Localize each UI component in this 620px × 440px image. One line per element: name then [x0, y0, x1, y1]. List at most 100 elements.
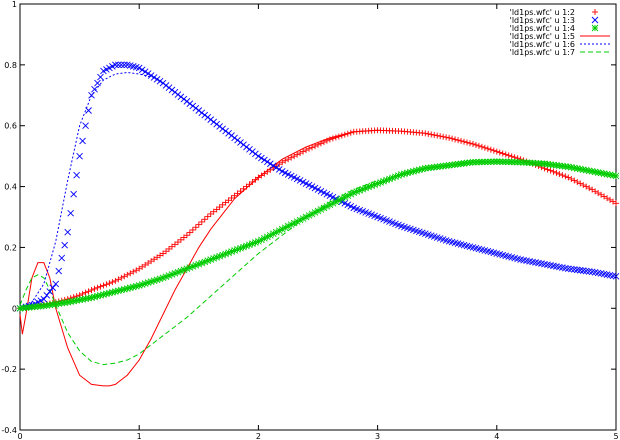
data-point	[67, 209, 74, 217]
legend-label: 'ld1ps.wfc' u 1:7	[510, 48, 575, 57]
data-point	[156, 77, 164, 85]
data-point	[192, 104, 200, 112]
data-point	[210, 118, 218, 126]
data-point	[112, 277, 119, 284]
data-point	[261, 156, 268, 164]
data-point	[64, 228, 71, 236]
data-point	[115, 276, 122, 283]
y-tick-label: 0.2	[4, 243, 17, 252]
data-point	[282, 157, 289, 164]
data-point	[82, 289, 89, 296]
data-point	[79, 137, 86, 145]
data-point	[285, 156, 292, 163]
data-point	[165, 84, 173, 91]
data-point	[320, 139, 327, 146]
data-point	[565, 174, 572, 181]
data-point	[288, 154, 295, 161]
data-point	[52, 280, 60, 288]
legend-label: 'ld1ps.wfc' u 1:3	[510, 16, 575, 25]
data-point	[192, 224, 199, 231]
data-point	[455, 137, 462, 144]
data-point	[297, 150, 304, 157]
data-point	[186, 100, 194, 107]
data-point	[567, 265, 575, 273]
data-point	[118, 274, 125, 281]
data-point	[559, 172, 566, 179]
data-point	[443, 134, 450, 141]
x-tick-label: 0	[17, 432, 22, 440]
series-line-1	[19, 129, 378, 387]
data-point	[198, 218, 205, 225]
data-point	[565, 265, 572, 273]
data-point	[490, 147, 497, 154]
data-point	[428, 131, 435, 138]
data-point	[201, 216, 208, 223]
series-line-3	[19, 180, 378, 366]
data-point	[553, 169, 560, 176]
data-point	[127, 270, 134, 277]
data-point	[180, 95, 188, 103]
data-point	[186, 229, 193, 236]
data-point	[309, 144, 316, 151]
data-point	[88, 91, 95, 99]
data-point	[174, 91, 182, 98]
data-point	[222, 127, 229, 135]
data-point	[207, 116, 215, 123]
data-point	[583, 183, 590, 190]
data-point	[43, 292, 51, 299]
data-point	[493, 148, 500, 155]
data-point	[70, 190, 77, 198]
x-tick-label: 3	[375, 432, 380, 440]
data-point	[40, 295, 48, 303]
data-point	[264, 158, 271, 166]
legend-marker	[591, 24, 599, 32]
y-tick-label: 0.8	[4, 61, 17, 70]
data-point	[303, 147, 310, 154]
data-point	[323, 137, 330, 144]
data-point	[341, 131, 348, 138]
data-point	[189, 102, 197, 110]
data-point	[613, 200, 619, 207]
data-point	[234, 136, 241, 144]
x-tick-label: 5	[613, 432, 618, 440]
y-tick-label: 0.4	[4, 183, 17, 192]
data-point	[118, 61, 125, 69]
data-point	[338, 132, 345, 139]
data-point	[446, 134, 453, 141]
data-point	[469, 140, 476, 147]
data-point	[228, 132, 235, 139]
data-point	[240, 141, 247, 149]
series-line-2	[19, 71, 152, 309]
x-tick-label: 2	[256, 432, 261, 440]
data-point	[404, 169, 411, 177]
data-point	[586, 185, 593, 192]
series-points-3	[16, 158, 620, 312]
data-point	[315, 141, 321, 148]
data-point	[508, 153, 515, 160]
data-point	[422, 130, 429, 137]
data-point	[85, 107, 92, 114]
legend-marker	[591, 16, 599, 24]
data-point	[138, 66, 146, 74]
data-point	[431, 132, 438, 139]
data-point	[141, 68, 149, 76]
data-point	[437, 133, 444, 140]
data-point	[201, 111, 209, 119]
y-tick-label: 0.6	[4, 122, 17, 131]
data-point	[499, 150, 506, 157]
data-point	[106, 280, 113, 287]
y-tick-label: -0.2	[1, 365, 17, 374]
data-point	[335, 133, 342, 140]
data-point	[577, 180, 584, 187]
data-point	[475, 142, 482, 149]
data-point	[252, 150, 259, 158]
data-point	[195, 221, 202, 228]
data-point	[484, 145, 491, 152]
data-point	[85, 288, 92, 295]
data-point	[347, 129, 354, 136]
legend-label: 'ld1ps.wfc' u 1:6	[510, 40, 575, 49]
data-point	[464, 139, 470, 146]
data-point	[326, 136, 333, 143]
data-point	[121, 273, 128, 280]
